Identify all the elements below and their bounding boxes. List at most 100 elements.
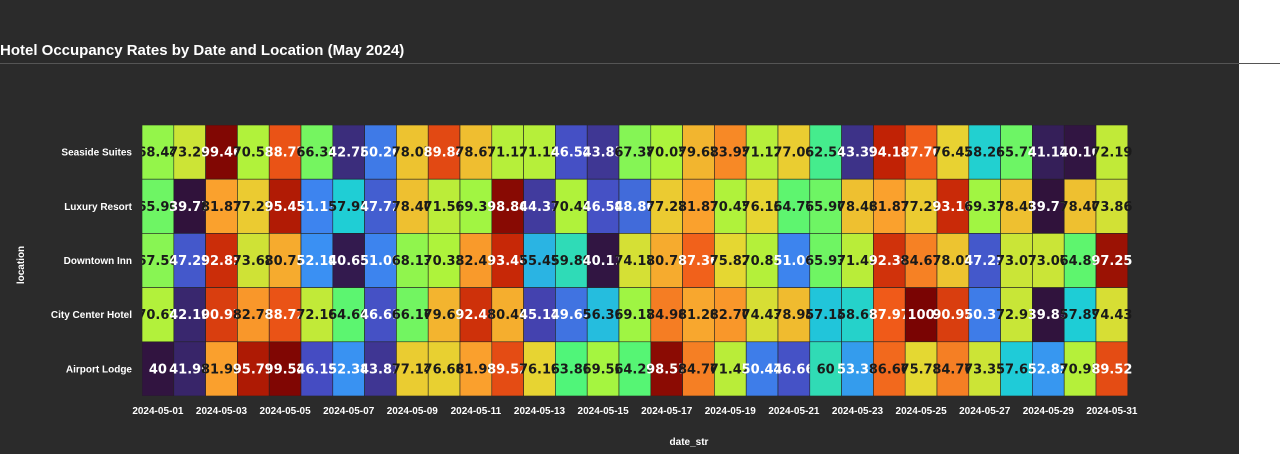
- heatmap-cell: [237, 233, 270, 288]
- cell-value-label: 71.42: [710, 362, 751, 377]
- x-tick-label: 2024-05-23: [832, 406, 884, 417]
- cell-value-label: 78.94: [773, 308, 814, 323]
- heatmap-cell: [300, 178, 334, 234]
- heatmap-cell: [555, 178, 588, 234]
- cell-value-label: 82.41: [455, 254, 496, 269]
- cell-value-label: 70.58: [233, 146, 274, 161]
- x-tick-label: 2024-05-03: [196, 406, 248, 417]
- heatmap-cell: [873, 341, 906, 396]
- cell-value-label: 76.13: [742, 200, 783, 215]
- heatmap-cell: [491, 125, 524, 180]
- heatmap-cell: [1063, 341, 1097, 396]
- heatmap-cell: [523, 178, 556, 234]
- heatmap-cell: [873, 233, 906, 288]
- heatmap-cell: [650, 178, 683, 234]
- cell-value-label: 57.14: [805, 308, 846, 323]
- cell-value-label: 40.10: [1060, 146, 1101, 161]
- heatmap-cell: [745, 341, 779, 396]
- x-tick-label: 2024-05-25: [896, 406, 948, 417]
- cell-value-label: 57.95: [328, 200, 369, 215]
- heatmap-cell: [904, 287, 938, 343]
- heatmap-cell: [841, 233, 874, 288]
- cell-value-label: 73.62: [233, 254, 274, 269]
- cell-value-label: 64.77: [773, 200, 814, 215]
- cell-value-label: 89.84: [424, 146, 465, 161]
- heatmap-cell: [841, 125, 874, 180]
- heatmap-cell: [364, 341, 397, 396]
- heatmap-cell: [809, 125, 842, 180]
- cell-value-label: 98.57: [646, 362, 687, 377]
- cell-value-label: 82.70: [710, 308, 751, 323]
- cell-value-label: 90.97: [932, 308, 973, 323]
- cell-value-label: 53.33: [837, 362, 878, 377]
- cell-value-label: 50.47: [742, 362, 783, 377]
- x-tick-label: 2024-05-15: [578, 406, 630, 417]
- cell-value-label: 60: [817, 362, 835, 377]
- cell-value-label: 70.05: [646, 146, 687, 161]
- heatmap-cell: [268, 287, 302, 343]
- cell-value-label: 40.65: [328, 254, 369, 269]
- heatmap-cell: [427, 178, 461, 234]
- cell-value-label: 83.95: [710, 146, 751, 161]
- cell-value-label: 73.33: [964, 362, 1005, 377]
- y-tick-label: Luxury Resort: [64, 202, 132, 213]
- heatmap-cell: [745, 125, 779, 180]
- heatmap-cell: [237, 125, 270, 180]
- y-tick-label: City Center Hotel: [51, 310, 132, 321]
- heatmap-cell: [396, 287, 429, 343]
- heatmap-cell: [650, 125, 683, 180]
- cell-value-label: 87.97: [869, 308, 910, 323]
- heatmap-cell: [618, 233, 652, 288]
- cell-value-label: 89.52: [1091, 362, 1132, 377]
- cell-value-label: 65.90: [805, 200, 846, 215]
- heatmap-cell: [1095, 341, 1129, 396]
- cell-value-label: 58.64: [837, 308, 878, 323]
- cell-value-label: 80.45: [487, 308, 528, 323]
- heatmap-cell: [745, 178, 779, 234]
- cell-value-label: 89.52: [487, 362, 528, 377]
- cell-value-label: 71.12: [742, 146, 783, 161]
- heatmap-cell: [682, 341, 715, 396]
- cell-value-label: 74.43: [742, 308, 783, 323]
- cell-value-label: 84.76: [932, 362, 973, 377]
- heatmap-cell: [618, 287, 652, 343]
- cell-value-label: 42.10: [169, 308, 210, 323]
- heatmap-cell: [427, 341, 461, 396]
- cell-value-label: 78.40: [996, 200, 1037, 215]
- heatmap-cell: [205, 233, 238, 288]
- cell-value-label: 51.13: [296, 200, 337, 215]
- heatmap-cells: 68.4473.2699.4670.5888.7766.3142.7850.26…: [137, 125, 1132, 396]
- heatmap-cell: [714, 233, 747, 288]
- cell-value-label: 81.20: [678, 308, 719, 323]
- heatmap-cell: [523, 233, 556, 288]
- heatmap-cell: [268, 178, 302, 234]
- x-tick-label: 2024-05-29: [1023, 406, 1075, 417]
- cell-value-label: 84.61: [901, 254, 942, 269]
- cell-value-label: 62.56: [805, 146, 846, 161]
- heatmap-cell: [364, 178, 397, 234]
- heatmap-cell: [459, 341, 493, 396]
- cell-value-label: 42.78: [328, 146, 369, 161]
- cell-value-label: 72.18: [296, 308, 337, 323]
- cell-value-label: 76.66: [424, 362, 465, 377]
- cell-value-label: 46.66: [773, 362, 814, 377]
- heatmap-cell: [555, 341, 588, 396]
- heatmap-cell: [809, 287, 842, 343]
- heatmap-cell: [618, 341, 652, 396]
- cell-value-label: 73.07: [1028, 254, 1069, 269]
- heatmap-cell: [523, 287, 556, 343]
- cell-value-label: 78.40: [1060, 200, 1101, 215]
- cell-value-label: 87.36: [678, 254, 719, 269]
- heatmap-cell: [936, 341, 970, 396]
- heatmap-cell: [586, 125, 620, 180]
- heatmap-cell: [650, 341, 683, 396]
- heatmap-cell: [1032, 341, 1065, 396]
- cell-value-label: 68.44: [137, 146, 178, 161]
- cell-value-label: 81.81: [869, 200, 910, 215]
- cell-value-label: 70.45: [551, 200, 592, 215]
- heatmap-cell: [650, 287, 683, 343]
- heatmap-cell: [300, 287, 334, 343]
- heatmap-cell: [586, 233, 620, 288]
- cell-value-label: 92.48: [455, 308, 496, 323]
- cell-value-label: 73.26: [169, 146, 210, 161]
